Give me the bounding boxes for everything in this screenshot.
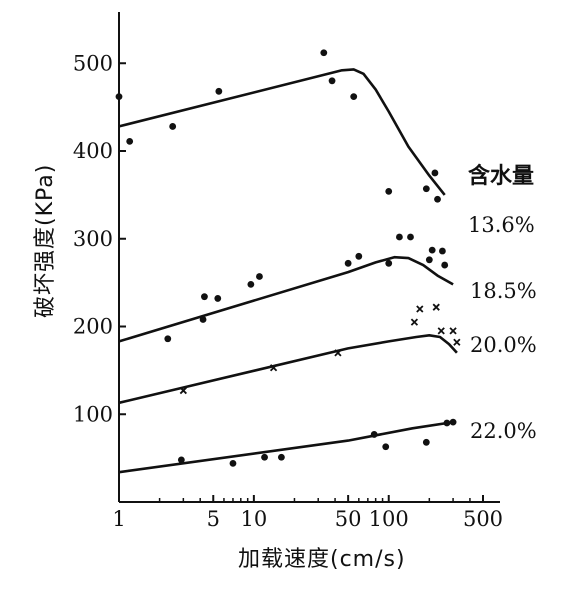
data-point xyxy=(370,431,378,438)
data-point xyxy=(422,438,430,446)
data-point xyxy=(164,335,172,343)
series-label-1: 13.6% xyxy=(468,213,535,237)
data-point-x xyxy=(269,364,278,372)
data-point xyxy=(229,459,237,467)
data-point xyxy=(169,123,177,130)
y-tick-label: 200 xyxy=(73,315,113,339)
data-point xyxy=(277,453,285,461)
series-labels: 13.6% 18.5% 20.0% 22.0% xyxy=(468,213,537,443)
data-point xyxy=(425,256,433,264)
data-point-x xyxy=(416,305,424,313)
series-curve-4 xyxy=(118,420,454,474)
fitted-curves xyxy=(118,68,458,474)
x-tick-label: 50 xyxy=(335,507,362,531)
y-ticks: 100 200 300 400 500 xyxy=(73,51,126,426)
data-points xyxy=(115,49,461,467)
series-curve-2 xyxy=(118,255,454,343)
x-tick-label: 10 xyxy=(240,507,267,531)
data-point xyxy=(439,247,446,255)
data-point-x xyxy=(453,338,461,346)
data-point xyxy=(385,187,393,195)
data-point xyxy=(441,261,449,269)
data-point xyxy=(177,456,185,464)
data-point xyxy=(256,273,263,280)
series-curve-3 xyxy=(118,334,458,405)
data-point xyxy=(396,233,403,241)
data-point-x xyxy=(179,386,187,395)
y-tick-label: 400 xyxy=(73,139,113,163)
series-label-2: 18.5% xyxy=(470,279,537,303)
legend-title: 含水量 xyxy=(468,163,534,189)
data-point xyxy=(344,259,352,267)
y-tick-label: 300 xyxy=(73,227,113,251)
data-point xyxy=(385,259,393,267)
data-point xyxy=(428,246,436,254)
data-point xyxy=(443,419,451,427)
data-point xyxy=(328,77,336,85)
data-point xyxy=(434,195,441,203)
y-tick-label: 100 xyxy=(73,402,113,426)
y-axis-title: 破坏强度(KPa) xyxy=(33,164,58,318)
data-point xyxy=(407,233,414,241)
data-point xyxy=(247,280,255,288)
x-ticks: 1 5 10 50 100 500 xyxy=(112,495,503,531)
y-tick-label: 500 xyxy=(73,51,113,75)
data-point-x xyxy=(410,318,419,326)
series-label-4: 22.0% xyxy=(470,419,537,443)
data-point xyxy=(449,418,457,426)
series-curve-1 xyxy=(118,68,446,196)
data-point xyxy=(382,443,390,451)
data-point xyxy=(350,93,358,100)
x-tick-label: 5 xyxy=(207,507,220,531)
data-point-x xyxy=(437,327,445,335)
x-tick-label: 100 xyxy=(369,507,409,531)
data-point xyxy=(126,137,134,145)
data-point xyxy=(320,49,328,57)
data-point xyxy=(355,252,363,260)
series-label-3: 20.0% xyxy=(470,333,537,357)
data-point-x xyxy=(449,327,457,335)
x-tick-label: 1 xyxy=(112,507,125,531)
x-tick-label: 500 xyxy=(463,507,503,531)
x-axis-title: 加载速度(cm/s) xyxy=(238,547,406,572)
data-point xyxy=(215,87,223,95)
data-point xyxy=(199,316,207,323)
data-point xyxy=(214,295,222,302)
data-point xyxy=(201,293,208,301)
data-point-x xyxy=(334,349,342,357)
data-point xyxy=(431,169,439,177)
data-point xyxy=(115,93,123,100)
axes: 1 5 10 50 100 500 100 200 300 400 500 xyxy=(73,12,503,531)
data-point xyxy=(261,453,268,461)
data-point-x xyxy=(432,303,440,311)
data-point xyxy=(422,185,430,193)
